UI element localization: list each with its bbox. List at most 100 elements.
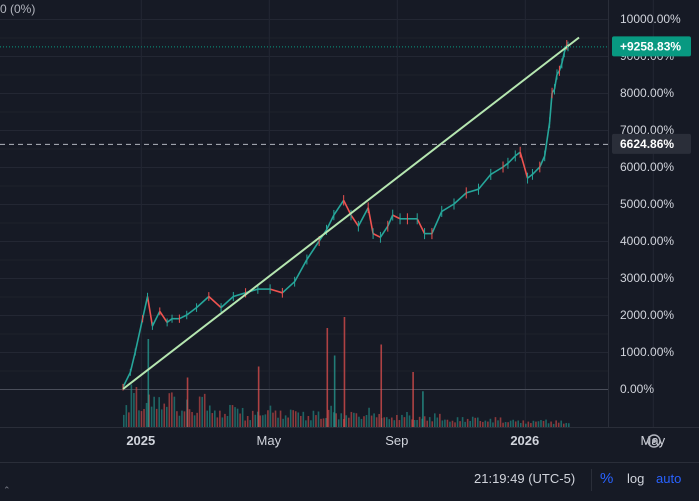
volume-bar bbox=[284, 415, 287, 427]
price-segment bbox=[159, 310, 168, 323]
log-scale-toggle[interactable]: log bbox=[627, 471, 645, 486]
volume-bar bbox=[211, 413, 214, 427]
auto-scale-toggle[interactable]: auto bbox=[656, 471, 682, 486]
x-tick-label: 2025 bbox=[126, 433, 155, 448]
volume-bar bbox=[178, 415, 181, 427]
price-segment bbox=[350, 214, 360, 227]
volume-bar bbox=[408, 415, 411, 427]
volume-bar bbox=[449, 421, 451, 427]
price-segment bbox=[333, 199, 345, 216]
volume-bar bbox=[459, 421, 461, 427]
volume-bar bbox=[545, 419, 547, 427]
volume-bar bbox=[322, 418, 325, 427]
volume-bar bbox=[532, 420, 535, 427]
price-segment bbox=[387, 214, 394, 227]
volume-bar bbox=[224, 413, 226, 427]
volume-bar bbox=[436, 417, 439, 427]
volume-bar bbox=[441, 420, 444, 427]
price-badge-label: 6624.86% bbox=[620, 137, 674, 151]
volume-bar bbox=[509, 420, 512, 427]
price-segment bbox=[306, 240, 320, 260]
volume-bar bbox=[168, 393, 171, 427]
volume-bar bbox=[507, 422, 509, 427]
price-segment bbox=[527, 173, 533, 179]
price-segment bbox=[196, 295, 210, 309]
y-tick-label: 3000.00% bbox=[620, 271, 674, 285]
percent-scale-toggle[interactable]: % bbox=[600, 470, 614, 487]
y-tick-label: 5000.00% bbox=[620, 197, 674, 211]
volume-bar bbox=[335, 413, 337, 427]
volume-bar bbox=[320, 418, 322, 427]
volume-bar bbox=[401, 414, 403, 427]
volume-bar bbox=[428, 417, 431, 427]
volume-bar bbox=[241, 407, 244, 427]
price-segment bbox=[466, 188, 479, 194]
price-segment bbox=[392, 214, 401, 220]
price-segment bbox=[379, 225, 389, 238]
volume-bar bbox=[246, 416, 249, 427]
volume-bar bbox=[297, 412, 300, 427]
volume-bar bbox=[305, 420, 307, 427]
volume-bar bbox=[502, 422, 504, 427]
volume-bar bbox=[163, 403, 166, 427]
volume-bar bbox=[216, 417, 219, 427]
price-segment bbox=[269, 288, 283, 294]
volume-bar bbox=[251, 410, 254, 427]
chart-area[interactable]: 0.00% 1000.00% 2000.00% 3000.00% 4000.00% 500… bbox=[0, 0, 699, 462]
volume-bar bbox=[360, 418, 363, 427]
price-chart[interactable]: 0.00% 1000.00% 2000.00% 3000.00% 4000.00% 500… bbox=[0, 0, 699, 462]
drag-handle-icon[interactable]: ⌃ bbox=[3, 485, 11, 495]
volume-bar bbox=[254, 414, 257, 427]
volume-bar bbox=[484, 420, 487, 427]
volume-bar bbox=[517, 420, 520, 427]
price-segment bbox=[122, 371, 132, 388]
volume-bar bbox=[262, 415, 264, 427]
volume-bar bbox=[138, 410, 140, 427]
volume-bar bbox=[267, 410, 269, 427]
volume-bar bbox=[353, 412, 355, 427]
price-segment bbox=[507, 155, 516, 164]
clock-time[interactable]: 21:19:49 (UTC-5) bbox=[474, 471, 576, 486]
price-segment bbox=[357, 207, 369, 227]
volume-bar bbox=[456, 417, 459, 427]
volume-bar bbox=[512, 419, 514, 427]
volume-bar bbox=[431, 421, 434, 427]
volume-bar bbox=[535, 421, 537, 427]
volume-bar bbox=[368, 407, 370, 427]
volume-bar bbox=[330, 405, 332, 427]
volume-bar bbox=[282, 418, 284, 427]
volume-bar bbox=[552, 423, 555, 427]
volume-bar bbox=[125, 405, 128, 427]
volume-bar bbox=[482, 421, 484, 427]
volume-bar bbox=[214, 410, 216, 427]
toolbar-divider bbox=[591, 469, 592, 491]
volume-bar bbox=[373, 413, 375, 427]
price-segment bbox=[441, 203, 455, 213]
volume-bar bbox=[411, 419, 413, 427]
volume-bar bbox=[128, 412, 130, 427]
volume-bar bbox=[173, 396, 176, 427]
volume-bar bbox=[530, 423, 532, 427]
volume-bar bbox=[317, 411, 320, 427]
volume-bar bbox=[201, 396, 203, 427]
volume-bar bbox=[208, 405, 211, 427]
price-segment bbox=[220, 295, 234, 309]
volume-bar bbox=[307, 416, 310, 427]
price-segment bbox=[325, 214, 335, 231]
price-segment bbox=[367, 207, 374, 234]
volume-bar bbox=[466, 418, 469, 427]
volume-bar bbox=[550, 421, 552, 427]
settings-icon[interactable] bbox=[647, 434, 661, 448]
volume-bar bbox=[560, 420, 563, 427]
x-tick-label: 2026 bbox=[510, 433, 539, 448]
volume-bar bbox=[327, 409, 330, 427]
volume-bar bbox=[181, 410, 183, 427]
volume-bar bbox=[487, 421, 489, 427]
volume-bar bbox=[527, 421, 530, 427]
volume-bar bbox=[226, 416, 229, 427]
price-badge bbox=[612, 133, 691, 154]
volume-bar bbox=[155, 408, 158, 427]
volume-bar bbox=[315, 415, 317, 427]
volume-bar bbox=[568, 423, 570, 427]
volume-bar bbox=[183, 411, 186, 427]
